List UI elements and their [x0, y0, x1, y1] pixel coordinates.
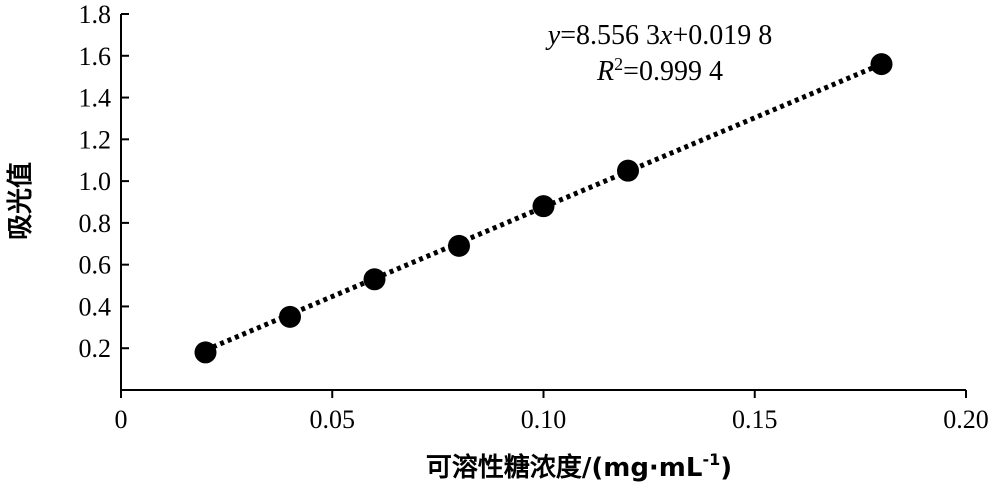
- y-ticks: 0.2 0.4 0.6 0.8 1.0 1.2 1.4 1.6 1.8: [79, 0, 129, 363]
- data-point: [617, 159, 639, 182]
- x-ticks: 0 0.05 0.10 0.15 0.20: [115, 390, 989, 434]
- y-tick-label: 1.0: [79, 167, 112, 196]
- x-axis-title-close: ): [720, 453, 732, 483]
- y-tick-label: 0.2: [79, 334, 112, 363]
- x-axis-title: 可溶性糖浓度/(mg·mL-1): [426, 450, 732, 483]
- y-tick-label: 0.4: [79, 292, 112, 321]
- equation-part-2: +0.019 8: [672, 20, 772, 51]
- equation-part-1: =8.556 3: [560, 20, 660, 51]
- trendline-group: [204, 61, 883, 353]
- r-squared-annotation: R2=0.999 4: [596, 54, 723, 87]
- equation-x-symbol: x: [659, 20, 673, 51]
- data-point: [194, 341, 217, 364]
- x-tick-label: 0.05: [310, 405, 356, 434]
- r-squared-value: =0.999 4: [623, 56, 723, 87]
- data-point: [870, 53, 893, 76]
- regression-trendline: [204, 61, 883, 353]
- data-point: [279, 305, 301, 328]
- x-tick-label: 0.15: [732, 405, 778, 434]
- data-point: [448, 234, 470, 257]
- data-point: [532, 195, 555, 218]
- x-tick-label: 0.10: [521, 405, 567, 434]
- y-tick-label: 0.6: [79, 251, 112, 280]
- x-tick-label: 0: [115, 405, 128, 434]
- y-tick-label: 1.6: [79, 42, 112, 71]
- y-tick-label: 0.8: [79, 209, 112, 238]
- r-squared-symbol: R: [596, 56, 614, 87]
- y-tick-label: 1.8: [79, 0, 112, 29]
- data-points: [194, 53, 893, 364]
- y-axis-title: 吸光值: [6, 162, 36, 240]
- equation-y-symbol: y: [545, 20, 561, 51]
- r-squared-superscript: 2: [614, 54, 623, 74]
- x-axis-title-main: 可溶性糖浓度/(mg·mL: [426, 452, 703, 483]
- data-point: [363, 268, 386, 291]
- x-tick-label: 0.20: [943, 405, 989, 434]
- regression-equation: y=8.556 3x+0.019 8: [545, 20, 772, 51]
- y-tick-label: 1.2: [79, 125, 112, 154]
- y-tick-label: 1.4: [79, 84, 112, 113]
- x-axis-title-superscript: -1: [702, 450, 720, 469]
